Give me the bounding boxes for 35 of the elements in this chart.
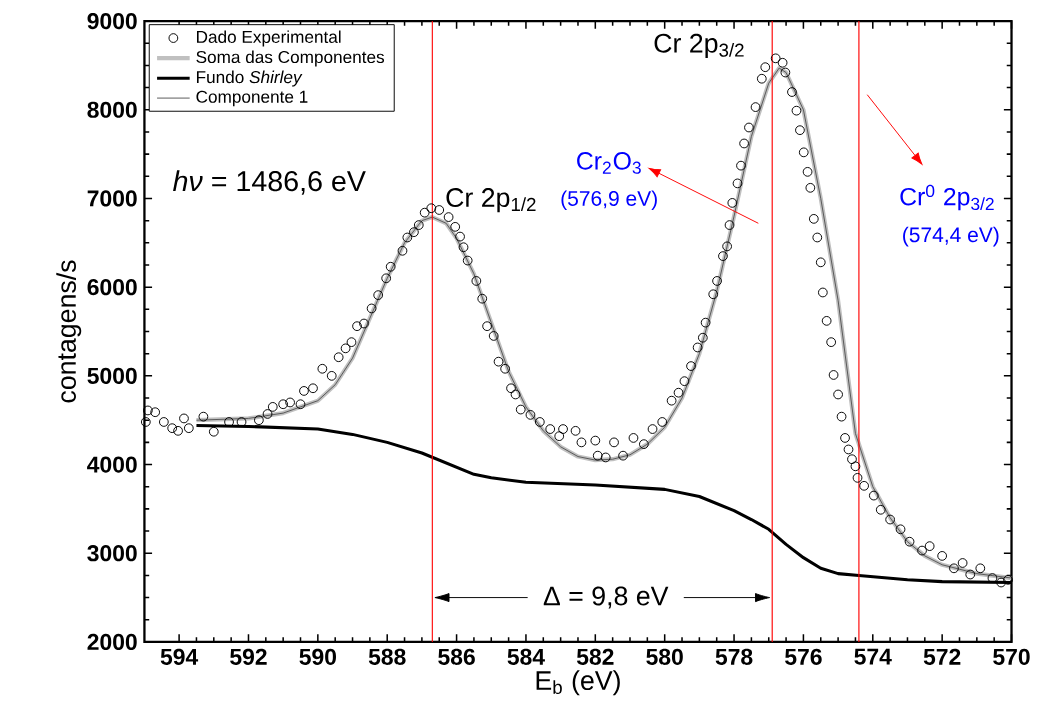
x-tick-label: 588 [368, 648, 406, 666]
x-tick-label: 572 [923, 648, 961, 666]
y-axis-title: contagens/s [56, 260, 82, 403]
y-tick-label: 5000 [87, 367, 137, 385]
x-tick-label: 590 [299, 648, 337, 666]
y-tick-label: 2000 [87, 634, 137, 651]
y-tick-label: 8000 [87, 101, 137, 119]
x-tick-label: 592 [230, 648, 267, 666]
annotation: (576,9 eV) [561, 190, 657, 211]
y-tick-label: 7000 [87, 190, 137, 207]
annotation: Cr$_{2}$O$_{3}$ [577, 152, 641, 175]
annotation: hν = 1486,6 eV [173, 170, 366, 195]
legend-label: Componente 1 [196, 90, 308, 107]
x-tick-label: 594 [160, 648, 199, 666]
x-axis-title: E$_{b}$ (eV) [536, 670, 620, 696]
legend-label: Fundo Shirley [196, 70, 303, 87]
y-tick-label: 4000 [87, 456, 137, 473]
legend-label: Dado Experimental [196, 30, 341, 47]
x-tick-label: 582 [576, 648, 614, 666]
x-tick-label: 576 [785, 648, 822, 666]
x-tick-label: 570 [993, 648, 1030, 666]
y-tick-label: 6000 [87, 279, 137, 296]
x-tick-label: 578 [715, 648, 753, 666]
x-tick-label: 586 [438, 648, 475, 666]
y-tick-label: 9000 [87, 13, 137, 30]
y-tick-label: 3000 [87, 545, 137, 562]
x-tick-label: 574 [854, 648, 892, 665]
annotation: (574,4 eV) [903, 227, 999, 247]
annotation: Cr$^{0}$ 2p$_{3/2}$ [900, 185, 994, 211]
annotation: Δ = 9,8 eV [543, 586, 669, 609]
annotation: Cr 2p$_{1/2}$ [446, 188, 536, 213]
x-tick-label: 584 [507, 648, 545, 666]
annotation: Cr 2p$_{3/2}$ [654, 34, 744, 59]
x-tick-label: 580 [646, 648, 683, 666]
legend-label: Soma das Componentes [196, 50, 385, 67]
